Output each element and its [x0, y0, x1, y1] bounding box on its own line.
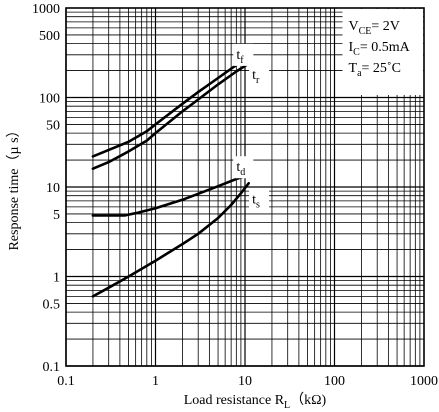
x-tick-labels: 0.1 1 10 100 1000: [57, 374, 438, 389]
conditions-bg: [342, 9, 423, 95]
series-label-bg: [233, 156, 254, 179]
series-label-bg: [249, 188, 270, 211]
x-tick-label: 0.1: [57, 374, 75, 389]
x-tick-label: 10: [238, 374, 252, 389]
series-layer: [91, 54, 250, 298]
grid: [65, 8, 424, 367]
x-tick-label: 100: [324, 374, 345, 389]
y-tick-labels: 0.1 0.5 1 5 10 50 100 500 1000: [32, 2, 60, 375]
condition-line: IC= 0.5mA: [349, 40, 411, 58]
y-tick-label: 1: [53, 271, 60, 286]
y-tick-label: 100: [39, 92, 60, 107]
series-line-ts: [91, 182, 250, 298]
series-label-tf: tf: [236, 48, 244, 66]
series-label-td: td: [236, 160, 245, 178]
y-axis-label: Response time（µ s）: [6, 123, 22, 250]
y-tick-label: 5: [53, 208, 60, 223]
y-tick-label: 0.1: [43, 360, 61, 375]
series-line-tr: [91, 62, 250, 170]
series-line-tf: [91, 54, 250, 158]
condition-line: Ta= 25˚C: [349, 61, 401, 79]
series-label-bg: [233, 43, 254, 66]
series-line-td: [91, 173, 250, 217]
y-tick-label: 0.5: [43, 297, 61, 312]
conditions-box: VCE= 2V IC= 0.5mA Ta= 25˚C: [342, 9, 423, 95]
series-label-ts: ts: [252, 193, 260, 211]
x-axis-label-sub: L: [284, 400, 290, 411]
x-axis-label-main: Load resistance R: [184, 393, 285, 408]
y-tick-label: 1000: [32, 2, 60, 17]
y-tick-label: 50: [46, 118, 60, 133]
x-tick-label: 1000: [410, 374, 438, 389]
y-tick-label: 500: [39, 29, 60, 44]
series-label-tr: tr: [252, 68, 260, 86]
x-axis-label: Load resistance RL（kΩ): [184, 392, 327, 411]
x-axis-label-unit: （kΩ): [290, 392, 326, 408]
series-label-bg: [249, 64, 270, 87]
x-tick-label: 1: [152, 374, 159, 389]
condition-line: VCE= 2V: [349, 19, 400, 37]
plot-frame: [65, 7, 425, 367]
y-tick-label: 10: [46, 181, 60, 196]
